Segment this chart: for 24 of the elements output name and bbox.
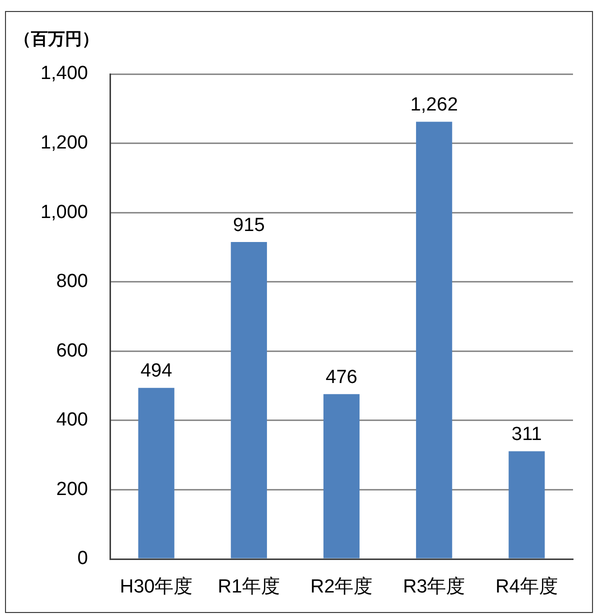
x-tick-label: R1年度 [218,576,280,598]
y-tick-label: 1,400 [40,63,88,84]
y-tick-label: 200 [56,478,88,500]
y-axis-title: （百万円） [14,29,99,50]
y-tick-label: 1,200 [40,132,88,154]
y-tick-label: 400 [56,410,88,431]
y-tick-label: 0 [77,548,88,570]
x-tick-label: R4年度 [496,576,558,598]
bar [230,242,267,558]
data-label: 915 [233,214,265,236]
y-tick-label: 800 [56,271,88,292]
y-tick-label: 1,000 [40,202,88,223]
x-tick-label: R2年度 [310,576,373,598]
data-label: 494 [140,360,173,382]
x-tick-label: R3年度 [402,576,466,598]
bar [508,451,545,558]
data-label: 311 [512,424,542,445]
bar [323,394,360,558]
data-label: 476 [326,366,358,388]
y-tick-label: 600 [56,340,88,362]
bar [416,122,452,558]
bar [138,388,174,558]
x-tick-label: H30年度 [120,576,193,598]
data-label: 1,262 [410,94,458,116]
